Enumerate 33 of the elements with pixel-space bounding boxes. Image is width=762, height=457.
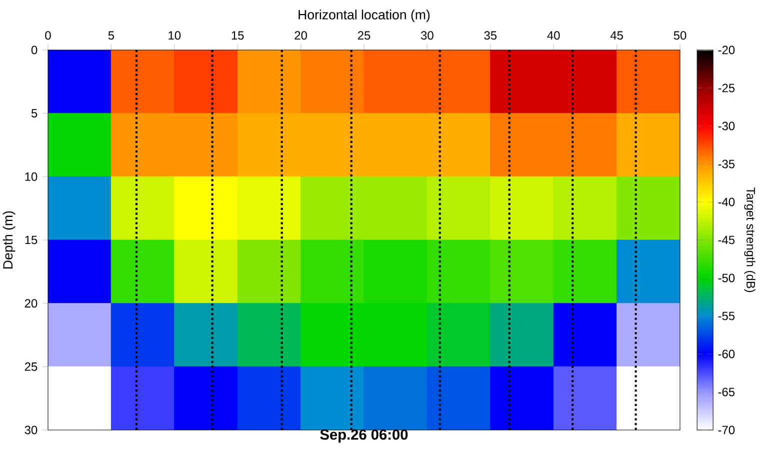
color-bar-label: -70 bbox=[718, 426, 735, 434]
x-tick-label: 5 bbox=[108, 31, 114, 40]
y-tick-label: 20 bbox=[24, 299, 38, 308]
color-bar-label: -50 bbox=[718, 274, 735, 282]
x-tick-label: 20 bbox=[294, 31, 307, 40]
color-bar-label: -30 bbox=[718, 122, 735, 130]
y-tick-label: 5 bbox=[31, 109, 38, 118]
y-tick-label: 15 bbox=[25, 236, 38, 244]
x-tick-label: 40 bbox=[547, 31, 560, 40]
color-bar-label: -35 bbox=[718, 160, 735, 168]
color-bar-label: -25 bbox=[718, 84, 735, 92]
y-tick-label: 30 bbox=[24, 426, 38, 434]
color-bar-title: Target strength (dB) bbox=[744, 187, 756, 292]
x-tick-label: 10 bbox=[168, 31, 181, 40]
x-tick-label: 15 bbox=[232, 31, 244, 40]
color-bar-label: -45 bbox=[718, 236, 735, 244]
y-tick-label: 25 bbox=[24, 362, 38, 371]
color-bar-label: -60 bbox=[718, 350, 735, 358]
text: Sep.26 06:00 bbox=[320, 429, 408, 443]
x-axis-title: Horizontal location (m) bbox=[298, 10, 430, 22]
color-bar-label: -55 bbox=[718, 312, 735, 320]
y-tick-label: 0 bbox=[31, 46, 38, 54]
x-tick-label: 45 bbox=[610, 31, 623, 40]
x-tick-label: 30 bbox=[421, 31, 434, 40]
x-tick-label: 35 bbox=[484, 31, 497, 40]
x-tick-label: 25 bbox=[358, 31, 370, 40]
y-axis-title: Depth (m) bbox=[2, 211, 16, 268]
y-tick-label: 10 bbox=[25, 172, 38, 181]
color-bar-label: -65 bbox=[718, 388, 735, 396]
color-bar-label: -40 bbox=[718, 198, 735, 206]
x-tick-label: 0 bbox=[45, 31, 51, 40]
x-tick-label: 50 bbox=[674, 31, 686, 40]
color-bar-label: -20 bbox=[718, 46, 735, 54]
